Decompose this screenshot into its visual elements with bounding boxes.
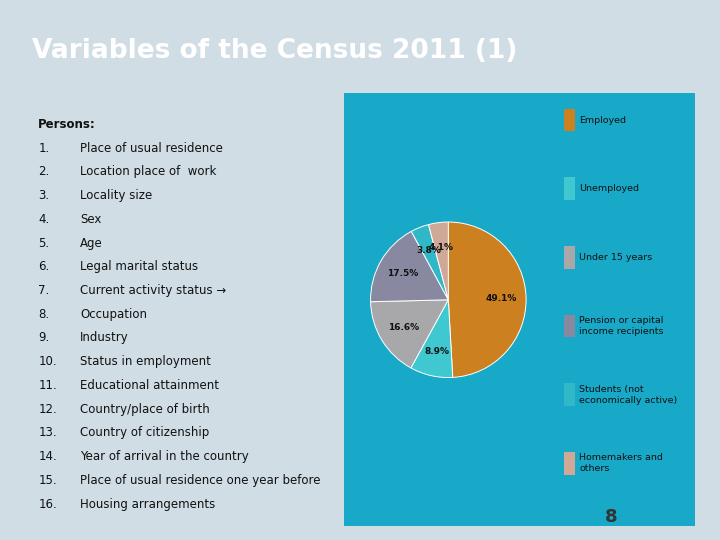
Text: Students (not
economically active): Students (not economically active): [579, 384, 678, 405]
Text: Employed: Employed: [579, 116, 626, 125]
Wedge shape: [371, 232, 449, 302]
Text: Current activity status →: Current activity status →: [80, 284, 226, 297]
Bar: [564, 452, 575, 475]
Text: 4.1%: 4.1%: [429, 243, 454, 252]
Text: 5.: 5.: [38, 237, 50, 249]
Text: 8.9%: 8.9%: [424, 347, 449, 356]
Text: Location place of  work: Location place of work: [80, 165, 216, 178]
Text: Under 15 years: Under 15 years: [579, 253, 652, 262]
Text: Occupation: Occupation: [80, 308, 147, 321]
Text: Country/place of birth: Country/place of birth: [80, 403, 210, 416]
Text: 16.: 16.: [38, 497, 57, 510]
Text: 8.: 8.: [38, 308, 50, 321]
Text: 9.: 9.: [38, 332, 50, 345]
Text: 1.: 1.: [38, 141, 50, 154]
Text: Country of citizenship: Country of citizenship: [80, 427, 209, 440]
Text: Industry: Industry: [80, 332, 129, 345]
Text: 7.: 7.: [38, 284, 50, 297]
Text: Locality size: Locality size: [80, 189, 152, 202]
Bar: [564, 109, 575, 131]
Text: Housing arrangements: Housing arrangements: [80, 497, 215, 510]
Text: Persons:: Persons:: [38, 118, 96, 131]
Text: Place of usual residence: Place of usual residence: [80, 141, 222, 154]
Text: 6.: 6.: [38, 260, 50, 273]
Bar: [564, 383, 575, 406]
Text: 15.: 15.: [38, 474, 57, 487]
Text: Age: Age: [80, 237, 103, 249]
Text: 49.1%: 49.1%: [485, 294, 517, 303]
Text: Year of arrival in the country: Year of arrival in the country: [80, 450, 248, 463]
Text: Unemployed: Unemployed: [579, 184, 639, 193]
Bar: [564, 315, 575, 338]
Text: 17.5%: 17.5%: [387, 269, 418, 278]
Text: 4.: 4.: [38, 213, 50, 226]
Wedge shape: [449, 222, 526, 377]
Wedge shape: [411, 225, 449, 300]
Text: Place of usual residence one year before: Place of usual residence one year before: [80, 474, 320, 487]
Text: 8: 8: [605, 508, 618, 526]
Wedge shape: [428, 222, 449, 300]
Text: Pension or capital
income recipients: Pension or capital income recipients: [579, 316, 664, 336]
Wedge shape: [411, 300, 453, 377]
Wedge shape: [371, 300, 449, 368]
Text: 12.: 12.: [38, 403, 57, 416]
Text: Status in employment: Status in employment: [80, 355, 211, 368]
Bar: [564, 178, 575, 200]
Text: Sex: Sex: [80, 213, 102, 226]
Text: 2.: 2.: [38, 165, 50, 178]
Text: Homemakers and
others: Homemakers and others: [579, 453, 663, 474]
Text: 13.: 13.: [38, 427, 57, 440]
Text: 3.8%: 3.8%: [416, 246, 441, 255]
Text: 14.: 14.: [38, 450, 57, 463]
Bar: [344, 93, 695, 526]
Text: Variables of the Census 2011 (1): Variables of the Census 2011 (1): [32, 38, 517, 64]
Text: 16.6%: 16.6%: [387, 323, 419, 332]
Text: 11.: 11.: [38, 379, 57, 392]
Text: 10.: 10.: [38, 355, 57, 368]
Bar: [564, 246, 575, 269]
Text: 3.: 3.: [38, 189, 50, 202]
Text: Legal marital status: Legal marital status: [80, 260, 198, 273]
Text: Educational attainment: Educational attainment: [80, 379, 219, 392]
